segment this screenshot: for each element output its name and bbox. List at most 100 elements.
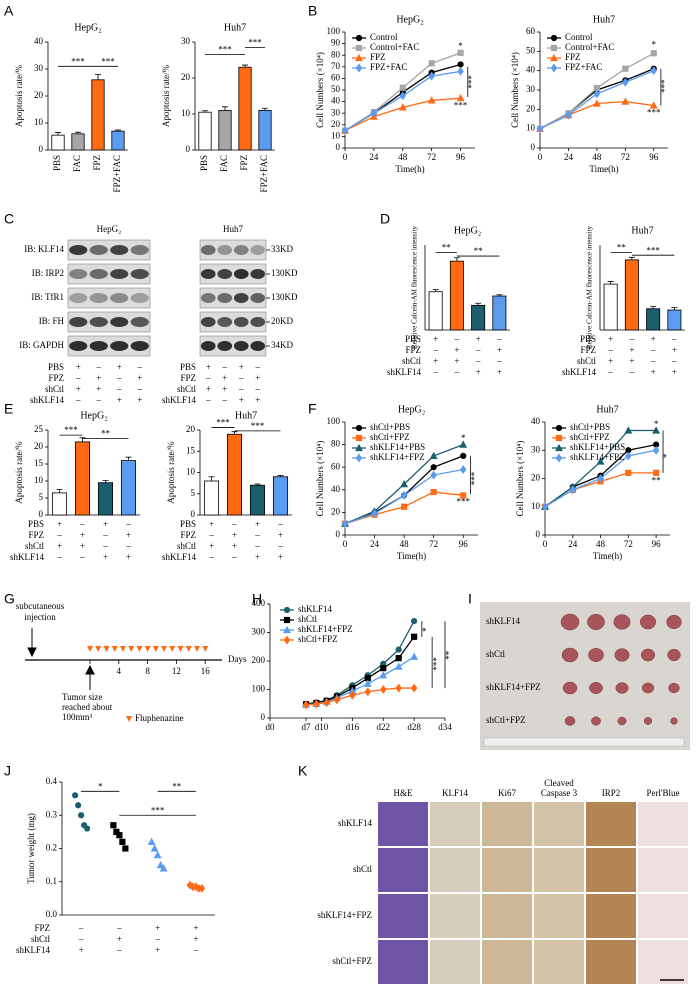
condition-sign: + [193, 934, 198, 944]
ihc-tile [378, 940, 428, 984]
drug-triangle [119, 646, 126, 652]
blot-band [130, 317, 149, 327]
significance: *** [454, 100, 468, 110]
point [302, 700, 310, 710]
chart-title: Huh7 [224, 22, 246, 33]
blot-band [69, 245, 88, 255]
error-bar [208, 476, 215, 481]
condition-label: PBS [180, 362, 196, 372]
condition-sign: + [103, 552, 108, 562]
point [116, 832, 123, 839]
tumor [613, 614, 631, 630]
blot-band [130, 269, 149, 279]
condition-sign: + [497, 345, 502, 355]
day-label: 12 [172, 666, 181, 676]
significance: *** [646, 245, 660, 255]
condition-sign: – [56, 552, 62, 562]
condition-sign: + [80, 530, 85, 540]
point [399, 84, 406, 91]
condition-sign: – [79, 519, 85, 529]
point [400, 490, 408, 500]
y-tick-label: 80 [331, 439, 341, 449]
y-tick-label: 100 [327, 26, 341, 36]
column-header: Cleaved [544, 778, 574, 788]
y-tick-label: 20 [331, 506, 341, 516]
significance: ** [442, 243, 452, 253]
panel-letter: I [468, 591, 472, 607]
legend-marker [550, 44, 558, 52]
column-header: IRP2 [602, 788, 621, 798]
ihc-tile [638, 894, 688, 938]
condition-sign: – [96, 395, 102, 405]
significance: *** [456, 496, 470, 506]
condition-sign: – [116, 923, 122, 933]
legend-marker [283, 635, 291, 645]
injection-text: subcutaneous [16, 601, 65, 611]
condition-sign: + [79, 945, 84, 955]
point [430, 464, 437, 471]
condition-sign: – [607, 367, 613, 377]
tumor [615, 682, 629, 694]
bar [97, 482, 114, 516]
legend-marker [555, 453, 563, 463]
condition-sign: – [629, 334, 635, 344]
condition-sign: + [193, 923, 198, 933]
series-line [344, 455, 464, 525]
point [395, 683, 402, 693]
condition-sign: – [496, 356, 502, 366]
x-tick-label: d28 [407, 722, 421, 732]
condition-label: shKLF14 [387, 367, 422, 377]
condition-sign: – [116, 384, 122, 394]
condition-sign: + [80, 541, 85, 551]
blot-band [69, 293, 88, 303]
tumor [640, 648, 656, 662]
legend-label: Control [370, 32, 398, 42]
blot-band [130, 293, 149, 303]
condition-sign: + [232, 530, 237, 540]
y-tick-label: 40 [526, 65, 536, 75]
condition-sign: – [231, 519, 237, 529]
y-tick-label: 30 [331, 107, 341, 117]
panel-letter: D [380, 211, 390, 227]
condition-sign: – [277, 541, 283, 551]
chart-title: HepG₂ [398, 404, 425, 415]
condition-label: shKLF14 [10, 552, 45, 562]
condition-sign: + [239, 395, 244, 405]
blot-strip [67, 239, 151, 261]
y-tick-label: 0 [39, 144, 44, 154]
chart-title: HepG₂ [396, 14, 423, 25]
condition-sign: + [239, 362, 244, 372]
bar [471, 304, 486, 331]
drug-triangle [193, 646, 200, 652]
legend-marker [550, 53, 558, 62]
blot-strip [67, 263, 151, 285]
x-tick-label: 24 [369, 152, 379, 162]
y-tick-label: 10 [34, 117, 44, 127]
legend-marker [355, 424, 363, 432]
chart-title: Huh7 [596, 404, 618, 415]
blot-band [217, 245, 233, 255]
point [380, 685, 387, 694]
condition-sign: + [76, 384, 81, 394]
x-tick-label: 48 [400, 539, 410, 549]
y-tick-label: 30 [181, 36, 191, 46]
bar [667, 309, 682, 331]
x-axis-label: Time(h) [593, 551, 622, 561]
significance: *** [216, 418, 230, 428]
x-tick-label: 96 [456, 152, 466, 162]
error-bar [242, 64, 248, 68]
significance: ** [101, 429, 111, 439]
significance: ** [444, 650, 454, 660]
y-tick-label: 50 [331, 84, 341, 94]
blot-band [200, 245, 216, 255]
legend-label: shKLF14+FPZ [570, 452, 625, 462]
bar [238, 66, 252, 151]
significance: ** [474, 246, 484, 256]
x-axis-label: Time(h) [589, 164, 618, 174]
y-axis-label: Cell Numbers (×10⁴) [315, 441, 325, 517]
y-tick-label: 0 [536, 529, 541, 539]
drug-triangle [103, 646, 110, 652]
ihc-tile [586, 848, 636, 892]
point [569, 485, 576, 495]
legend-marker [355, 63, 363, 73]
